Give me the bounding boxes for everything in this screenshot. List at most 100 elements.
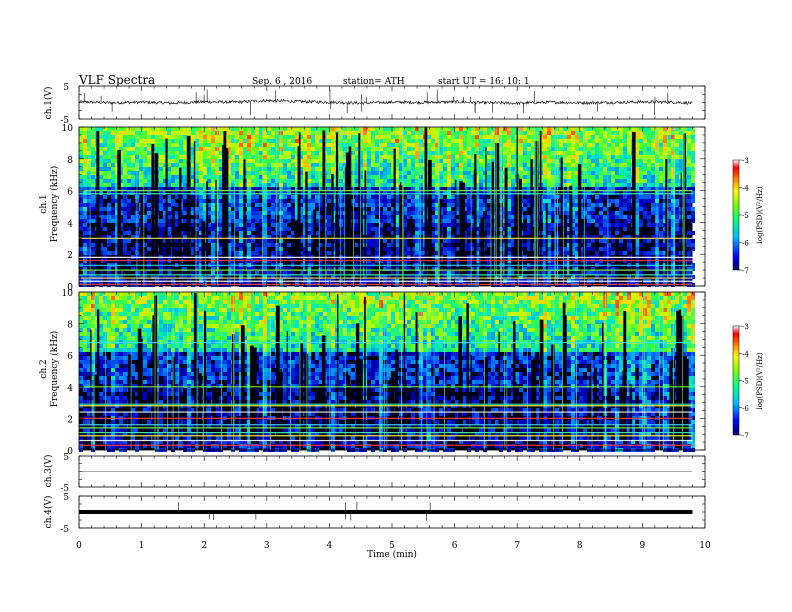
spectrogram-gap [518,188,520,276]
colorbar-tick-label: -6 [742,405,749,413]
spectrogram-gap [179,167,182,276]
spectrogram-gap [560,157,563,276]
x-tick-label: 8 [577,541,583,551]
spectrogram-gap [345,152,350,276]
spectrogram-gap [619,386,623,440]
spectrogram-gap [172,205,175,276]
y-tick-label: 6 [67,188,73,198]
spectrogram-gap [165,138,168,276]
spectrogram-gap [304,353,309,440]
spectrogram-gap [186,135,191,276]
spectrogram-gap [203,310,207,440]
spectrogram-gap [495,143,500,276]
spectrogram-gap [337,293,339,440]
colorbar-tick-label: -3 [742,157,749,165]
spectrogram-gap [313,209,317,276]
cbar2-label: log(PSD)(V²/Hz) [756,352,764,409]
spectrogram-gap [602,322,604,440]
spectrogram-gap [679,309,682,440]
spectrogram-gap [223,131,227,276]
y-tick-label: 5 [63,453,69,463]
spectrogram-gap [462,182,466,276]
spectrogram-gap [532,358,537,440]
spectrogram-gap [428,159,432,276]
x-tick-label: 9 [640,541,646,551]
spectrogram-gap [215,179,217,276]
station-label: station= ATH [343,77,405,87]
ch1-ylabel: ch.1(V) [43,87,54,120]
spectrogram-gap [669,361,673,440]
spectrogram-gap [590,362,592,440]
spectrogram-gap [534,141,539,276]
colorbar-tick-label: -7 [742,267,749,275]
spectrogram-gap [437,203,442,276]
ch4-waveform-panel: 5 -5 [60,493,706,535]
spec2-ylabel-top: ch.2 [39,359,49,378]
date-label: Sep. 6 , 2016 [252,77,312,87]
colorbar-tick-label: -4 [742,350,749,358]
spec1-ylabel: Frequency (kHz) [49,166,60,243]
ch3-waveform-panel: 5 -5 [60,453,706,494]
spectrogram-gap [563,315,567,440]
x-tick-label: 0 [76,541,82,551]
spectrogram-gap [96,131,100,276]
waveform-line [78,98,693,106]
spectrogram-gap [454,179,457,276]
spectrogram-gap [249,345,254,440]
spectrogram-gap [178,381,181,440]
x-tick-label: 10 [699,541,711,551]
spectrogram-gap [297,146,300,276]
colorbar-gradient [732,159,740,271]
spectrogram-gap [459,181,463,276]
y-tick-label: 4 [67,219,73,229]
spectrogram-gap [577,164,582,276]
spectrogram-gap [298,132,301,276]
spectrogram-gap [172,356,176,440]
spectrogram-gap [584,216,586,276]
y-tick-label: 2 [67,251,73,261]
x-tick-label: 4 [327,541,333,551]
spectrogram-gap [512,321,516,440]
spectrogram-gap [665,159,668,276]
spectrogram-gap [682,356,686,440]
spectrogram-gap [96,309,100,440]
x-axis-label: Time (min) [367,549,417,560]
colorbar-tick-label: -7 [742,432,749,440]
spectrogram-gap [359,358,363,440]
spectrogram-gap [141,338,143,440]
spectrogram-gap [466,303,469,440]
y-tick-label: 10 [62,124,74,134]
spectrogram-gap [358,133,361,276]
y-tick-label: -5 [60,525,69,535]
ch2-spectrogram-panel: 0 2 4 6 8 10 [62,289,706,457]
y-tick-label: 5 [63,493,69,503]
spectrogram-gap [390,377,393,440]
spectrogram-gap [470,355,473,440]
spectrogram-gap [225,148,229,276]
spectrogram-gap [212,386,215,440]
spectrogram-gap [198,373,202,440]
spectrogram-gap [97,217,101,276]
colorbar-tick-label: -5 [742,378,749,386]
spectrogram-gap [252,347,257,440]
spectrogram-gap [473,169,477,276]
spectrogram-gap [201,221,206,276]
spectrogram-gap [393,148,396,276]
spectrogram-gap [364,296,366,440]
colorbar-tick-label: -6 [742,240,749,248]
spectrogram-gap [685,358,689,440]
spectrogram-gap [331,173,334,276]
spectrogram-gap [530,159,533,276]
spec2-ylabel: Frequency (kHz) [49,331,60,408]
ch4-ylabel: ch.4(V) [43,496,54,529]
spectrogram-gap [352,205,354,276]
spectrogram-gap [569,185,573,276]
y-tick-label: 4 [67,384,73,394]
spectrogram-gap [680,172,682,276]
spectrogram-gap [93,374,98,440]
x-tick-label: 5 [389,541,395,551]
spectrogram-gap [399,191,404,276]
spectrogram-gap [539,319,544,440]
spectrogram-gap [152,315,155,440]
